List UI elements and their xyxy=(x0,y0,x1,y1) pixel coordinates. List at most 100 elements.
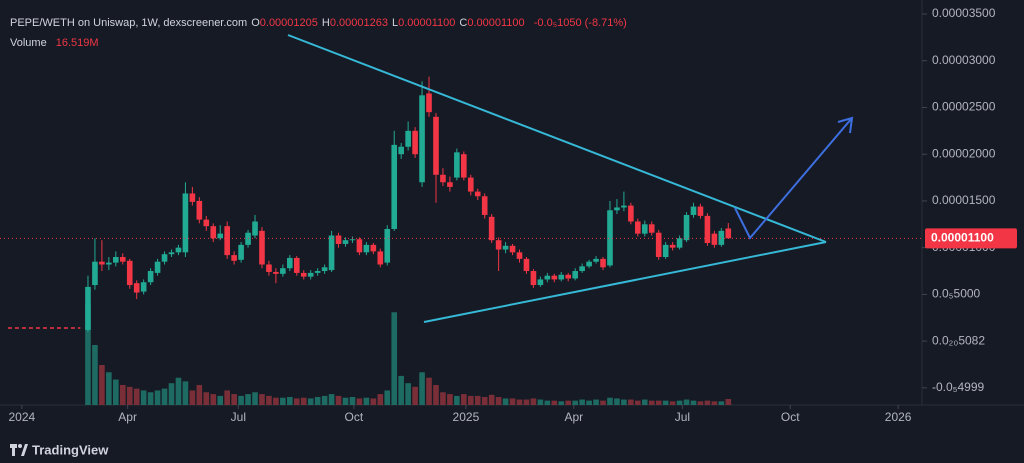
candle-body xyxy=(182,193,189,253)
volume-bar xyxy=(321,395,328,405)
candle-body xyxy=(551,275,558,280)
candle-body xyxy=(189,193,196,202)
volume-bar xyxy=(502,398,509,405)
candle-body xyxy=(140,282,147,292)
candle-body xyxy=(614,207,620,211)
volume-bar xyxy=(586,400,592,405)
volume-bar xyxy=(440,392,446,405)
candle-body xyxy=(349,239,356,241)
candle-body xyxy=(516,252,523,259)
volume-bar xyxy=(405,383,411,405)
candle-body xyxy=(92,261,98,286)
candle-body xyxy=(669,244,676,248)
volume-bar xyxy=(370,398,377,405)
volume-value: 16.519M xyxy=(55,37,99,49)
volume-bar xyxy=(113,379,119,405)
candle-body xyxy=(273,271,279,274)
candle-body xyxy=(384,228,391,263)
volume-bar xyxy=(530,398,537,405)
candle-body xyxy=(203,219,210,227)
volume-bar xyxy=(231,394,237,405)
volume-bar xyxy=(621,399,627,405)
candle-body xyxy=(85,286,91,330)
volume-bar xyxy=(85,303,91,405)
candle-body xyxy=(224,226,230,256)
candle-body xyxy=(259,230,265,265)
x-tick-label: Oct xyxy=(781,410,800,424)
candle-body xyxy=(565,274,572,279)
candle-body xyxy=(280,268,286,274)
candle-body xyxy=(175,247,182,253)
volume-bar xyxy=(481,397,488,405)
ohlc-value: 0.00001205 xyxy=(259,17,318,29)
ohlc-value: 0.00001263 xyxy=(329,17,388,29)
volume-bar xyxy=(516,399,523,405)
volume-bar xyxy=(133,388,140,405)
volume-bar xyxy=(161,388,168,405)
candle-body xyxy=(363,244,370,253)
candle-body xyxy=(113,257,119,263)
volume-bar xyxy=(384,390,391,405)
volume-bar xyxy=(593,399,599,405)
candle-body xyxy=(488,216,495,241)
candle-body xyxy=(607,210,613,266)
symbol: PEPE/WETH on Uniswap, 1W, dexscreener.co… xyxy=(10,17,248,29)
candle-body xyxy=(161,254,168,262)
projection-arrow xyxy=(734,117,853,240)
volume-bar xyxy=(565,400,572,405)
volume-bar xyxy=(280,397,286,405)
x-tick-label: 2026 xyxy=(885,410,912,424)
volume-bar xyxy=(662,400,669,405)
candle-body xyxy=(579,266,585,272)
volume-bar xyxy=(224,390,230,405)
volume-bar xyxy=(196,385,203,405)
volume-bar xyxy=(140,390,147,405)
volume-bar xyxy=(683,399,690,405)
volume-bar xyxy=(92,345,98,405)
volume-bar xyxy=(551,400,558,405)
volume-bar xyxy=(600,400,606,405)
candle-body xyxy=(544,275,551,280)
candle-body xyxy=(467,177,474,192)
candle-body xyxy=(572,271,578,279)
candle-body xyxy=(474,191,481,197)
candle-body xyxy=(502,245,509,250)
candle-body xyxy=(683,214,690,241)
ohlc-value: 0.00001100 xyxy=(398,17,456,29)
y-tick-label: 0.00001500 xyxy=(932,193,996,207)
drawings xyxy=(287,34,854,323)
volume-bar xyxy=(314,397,321,405)
candle-body xyxy=(426,93,432,113)
volume-bar xyxy=(154,390,161,405)
ohlc-key: O xyxy=(251,17,260,29)
candle-body xyxy=(252,221,258,236)
candle-body xyxy=(419,95,425,183)
volume-bar xyxy=(635,400,641,405)
volume-bar xyxy=(641,399,648,405)
volume-bar xyxy=(398,375,404,405)
candle-body xyxy=(440,174,446,183)
volume-bar xyxy=(419,372,425,405)
volume-bar xyxy=(690,400,697,405)
candle-body xyxy=(307,272,314,277)
volume-bar xyxy=(106,372,112,405)
volume-bar xyxy=(558,401,565,405)
candle-body xyxy=(662,244,669,258)
y-tick-label: 0.00003500 xyxy=(932,6,996,20)
volume-bar xyxy=(447,394,453,405)
x-tick-label: Oct xyxy=(345,410,364,424)
candle-body xyxy=(690,206,697,215)
candle-body xyxy=(412,130,418,155)
x-tick-label: Jul xyxy=(231,410,246,424)
candle-body xyxy=(530,271,537,286)
y-tick-label: 0.00003000 xyxy=(932,53,996,67)
volume-bar xyxy=(433,385,439,405)
volume-bar xyxy=(126,386,133,405)
candle-body xyxy=(328,235,335,271)
volume-bar xyxy=(119,385,126,405)
ohlc-key: H xyxy=(321,17,330,29)
volume-bar xyxy=(377,394,384,405)
volume-bar xyxy=(189,390,196,405)
candle-body xyxy=(648,224,655,233)
volume-bar xyxy=(572,400,578,405)
